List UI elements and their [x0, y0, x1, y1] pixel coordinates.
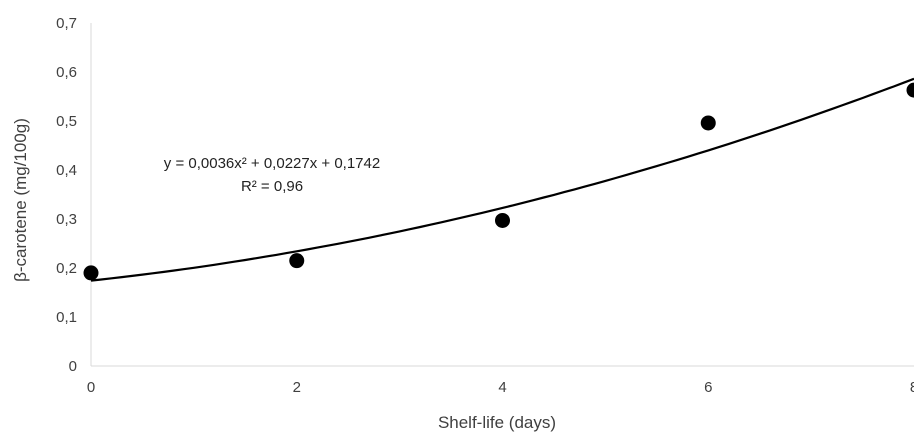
- data-point: [289, 253, 305, 269]
- x-tick-label: 4: [498, 379, 506, 396]
- x-tick-label: 6: [704, 379, 712, 396]
- y-tick-label: 0,1: [56, 309, 77, 326]
- trendline-equation: y = 0,0036x² + 0,0227x + 0,1742: [164, 155, 380, 172]
- y-tick-label: 0: [69, 358, 77, 375]
- y-tick-label: 0,2: [56, 260, 77, 277]
- y-tick-label: 0,6: [56, 64, 77, 81]
- y-tick-label: 0,5: [56, 113, 77, 130]
- r-squared-label: R² = 0,96: [241, 178, 303, 195]
- y-tick-label: 0,7: [56, 15, 77, 32]
- trendline: [90, 77, 914, 282]
- y-tick-label: 0,4: [56, 162, 77, 179]
- x-tick-label: 8: [910, 379, 914, 396]
- x-axis-ticks: 0 2 4 6 8: [87, 379, 914, 396]
- y-axis-title: β-carotene (mg/100g): [11, 118, 30, 282]
- data-point: [495, 212, 510, 228]
- data-point: [83, 265, 99, 281]
- x-axis-title: Shelf-life (days): [438, 413, 556, 432]
- data-point: [906, 82, 914, 98]
- data-point: [700, 115, 716, 131]
- y-axis-ticks: 0 0,1 0,2 0,3 0,4 0,5 0,6 0,7: [56, 15, 77, 375]
- x-tick-label: 2: [293, 379, 301, 396]
- x-tick-label: 0: [87, 379, 95, 396]
- y-tick-label: 0,3: [56, 211, 77, 228]
- data-points: [83, 82, 914, 281]
